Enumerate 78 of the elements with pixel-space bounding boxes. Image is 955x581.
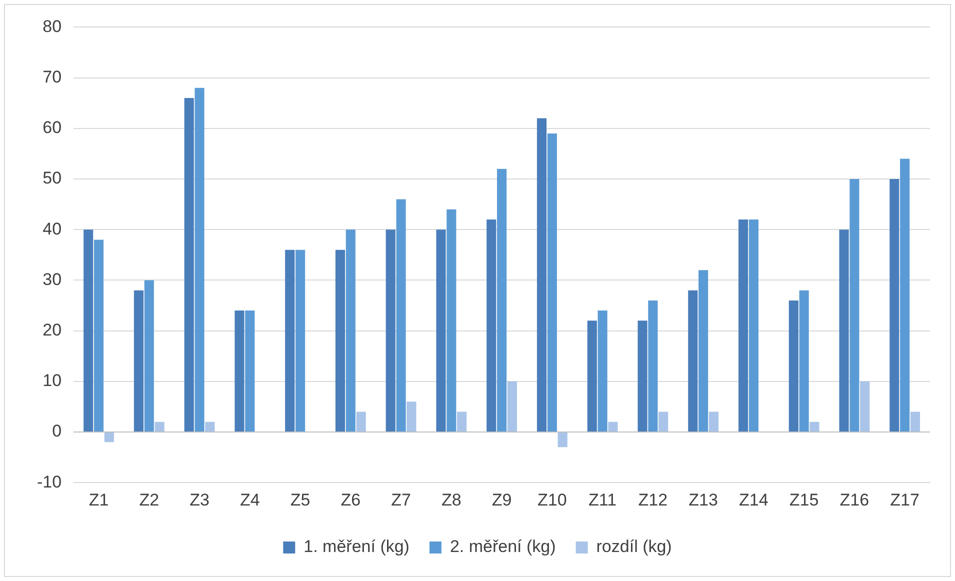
bar: [154, 422, 164, 432]
x-tick-label: Z1: [88, 490, 109, 510]
bar: [84, 230, 94, 432]
bar: [285, 250, 295, 432]
x-tick-label: Z8: [441, 490, 462, 510]
bar: [356, 412, 366, 432]
bar: [788, 300, 798, 432]
x-tick-label: Z17: [890, 490, 920, 510]
x-tick-label: Z6: [340, 490, 361, 510]
bar: [810, 422, 820, 432]
y-tick-label: 30: [42, 270, 62, 289]
bar: [335, 250, 346, 432]
y-tick-label: 40: [42, 219, 62, 238]
bar: [799, 290, 809, 432]
bar: [184, 98, 194, 432]
bar: [436, 230, 446, 432]
x-tick-label: Z5: [290, 490, 310, 510]
x-tick-label: Z11: [588, 490, 617, 510]
x-tick-label: Z13: [688, 490, 718, 510]
bar: [457, 412, 467, 432]
bar: [406, 402, 416, 432]
x-tick-label: Z3: [190, 490, 210, 510]
bar: [104, 432, 114, 442]
bar: [638, 320, 648, 432]
legend-label: rozdíl (kg): [596, 537, 672, 556]
bar: [486, 219, 496, 432]
x-tick-label: Z15: [789, 490, 819, 510]
bar: [386, 230, 396, 432]
y-tick-label: 50: [42, 168, 62, 188]
bar: [245, 310, 255, 432]
x-tick-label: Z16: [840, 490, 870, 510]
bar: [900, 158, 910, 432]
y-tick-label: -10: [36, 472, 62, 492]
bar: [507, 381, 517, 432]
bar: [748, 219, 758, 432]
legend-label: 1. měření (kg): [304, 537, 410, 556]
bar: [446, 209, 456, 432]
y-tick-label: 20: [42, 320, 62, 340]
bar: [850, 179, 860, 432]
bar: [396, 199, 406, 432]
bar: [648, 300, 658, 432]
x-tick-label: Z12: [638, 490, 668, 510]
bar: [608, 422, 618, 432]
x-tick-label: Z4: [240, 490, 260, 510]
bar: [496, 168, 507, 432]
y-tick-label: 70: [42, 67, 62, 86]
bar: [688, 290, 698, 432]
bar: [890, 179, 900, 432]
bar: [698, 270, 708, 432]
y-tick-label: 0: [52, 422, 62, 441]
x-tick-label: Z7: [391, 490, 411, 510]
y-tick-label: 10: [42, 371, 62, 390]
x-tick-label: Z10: [538, 490, 567, 510]
bar: [598, 310, 608, 432]
bar: [547, 133, 557, 432]
bar: [295, 250, 306, 432]
bar: [234, 310, 244, 432]
x-tick-label: Z14: [739, 490, 768, 510]
bar: [134, 290, 144, 432]
bar: [536, 118, 547, 432]
bar: [346, 230, 356, 432]
x-tick-label: Z2: [139, 490, 160, 510]
bar: [860, 381, 870, 432]
bar: [708, 412, 718, 432]
y-tick-label: 80: [42, 16, 62, 36]
bar: [205, 422, 215, 432]
x-tick-label: Z9: [492, 490, 512, 510]
bar: [839, 230, 849, 432]
bar: [587, 320, 597, 432]
bar: [94, 240, 104, 432]
bar: [738, 219, 748, 432]
bar: [558, 432, 568, 448]
bar: [194, 88, 204, 432]
bar: [658, 412, 668, 432]
bar: [910, 412, 920, 432]
legend-label: 2. měření (kg): [450, 537, 556, 556]
bar: [144, 280, 154, 432]
y-tick-label: 60: [42, 118, 62, 138]
